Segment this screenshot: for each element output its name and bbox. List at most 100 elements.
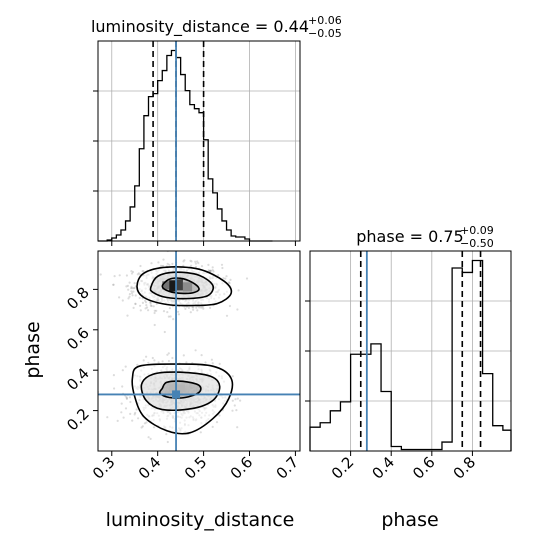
sample-point	[167, 352, 170, 355]
sample-point	[122, 416, 125, 419]
sample-point	[130, 290, 133, 293]
sample-point	[143, 422, 146, 425]
sample-point	[224, 277, 227, 280]
histogram-step-outline	[309, 259, 512, 451]
sample-point	[126, 284, 129, 287]
x-tick-label-0.6: 0.6	[227, 453, 257, 483]
sample-point	[134, 302, 137, 305]
sample-point	[207, 269, 210, 272]
sample-point	[171, 356, 174, 360]
sample-point	[195, 306, 198, 309]
luminosity-distance-histogram-panel	[93, 40, 301, 246]
sample-point	[159, 264, 163, 267]
sample-point	[209, 269, 212, 272]
sample-point	[139, 304, 142, 307]
sample-point	[192, 306, 195, 309]
sample-point	[229, 278, 232, 281]
sample-point	[245, 277, 249, 280]
sample-point	[147, 436, 150, 439]
sample-point	[161, 360, 164, 363]
sample-point	[132, 287, 135, 290]
sample-point	[153, 311, 156, 315]
sample-point	[191, 306, 194, 309]
sample-point	[150, 304, 153, 308]
sample-point	[147, 361, 150, 364]
luminosity-distance-title: luminosity_distance = 0.44	[91, 17, 309, 37]
x-tick-label-0.3: 0.3	[89, 453, 119, 483]
sample-point	[113, 387, 116, 390]
sample-point	[163, 330, 166, 334]
joint-scatter-panel: 0.3 0.4 0.5 0.6 0.7 0.2 0.4 0.6 0.8	[63, 250, 302, 483]
sample-point	[149, 437, 152, 440]
sample-point	[189, 311, 192, 314]
sample-point	[168, 263, 171, 266]
x-tick-label-0.4: 0.4	[368, 453, 398, 483]
sample-point	[194, 265, 198, 269]
sample-point	[140, 426, 143, 429]
sample-point	[169, 315, 172, 318]
density-core-0	[169, 280, 177, 292]
sample-point	[184, 307, 187, 310]
sample-point	[121, 369, 124, 372]
sample-point	[225, 275, 228, 278]
sample-point	[155, 309, 158, 312]
sample-point	[217, 274, 220, 277]
sample-point	[120, 402, 123, 405]
sample-point	[153, 323, 156, 327]
sample-point	[211, 269, 214, 272]
y-tick-label-0.2: 0.2	[63, 405, 93, 435]
sample-point	[129, 400, 132, 404]
sample-point	[144, 307, 147, 310]
sample-point	[208, 270, 211, 273]
sample-point	[136, 363, 139, 366]
sample-point	[231, 375, 234, 378]
sample-point	[211, 425, 214, 428]
x-tick-label-0.6: 0.6	[409, 453, 439, 483]
sample-point	[177, 313, 180, 316]
sample-point	[131, 287, 134, 290]
sample-point	[146, 306, 149, 309]
density-core-2	[162, 281, 170, 290]
phase-histogram-panel: 0.2 0.4 0.6 0.8	[305, 250, 512, 483]
sample-point	[168, 307, 171, 310]
sample-point	[125, 397, 128, 400]
sample-point	[218, 362, 221, 365]
sample-point	[121, 385, 124, 388]
sample-point	[233, 404, 236, 407]
sample-point	[147, 309, 150, 312]
sample-point	[220, 263, 224, 266]
sample-point	[236, 308, 239, 311]
sample-point	[133, 413, 136, 416]
density-core-1	[176, 279, 183, 291]
sample-point	[124, 407, 128, 410]
x-axis-label-luminosity-distance: luminosity_distance	[106, 509, 295, 531]
sample-point	[139, 309, 142, 312]
phase-title-minus: −0.50	[460, 237, 494, 250]
x-tick-label-0.4: 0.4	[135, 453, 165, 483]
sample-point	[167, 315, 170, 318]
sample-point	[133, 286, 136, 290]
sample-point	[138, 296, 141, 300]
sample-point	[198, 306, 201, 309]
sample-point	[196, 309, 199, 312]
sample-point	[134, 302, 137, 306]
sample-point	[152, 426, 156, 429]
y-tick-label-0.6: 0.6	[63, 324, 93, 354]
sample-point	[150, 262, 153, 265]
sample-point	[136, 273, 139, 276]
sample-point	[135, 408, 138, 411]
histogram-step-outline	[98, 49, 273, 242]
sample-point	[152, 305, 155, 308]
sample-point	[218, 414, 221, 417]
sample-point	[130, 285, 133, 288]
sample-point	[129, 412, 132, 415]
sample-point	[200, 265, 204, 268]
contour-line-middle-1	[149, 271, 215, 300]
sample-point	[166, 440, 169, 444]
sample-point	[121, 299, 124, 302]
sample-point	[125, 396, 128, 399]
sample-point	[231, 399, 234, 402]
sample-point	[172, 318, 175, 321]
y-axis-label-phase: phase	[22, 321, 44, 378]
sample-point	[162, 264, 165, 268]
